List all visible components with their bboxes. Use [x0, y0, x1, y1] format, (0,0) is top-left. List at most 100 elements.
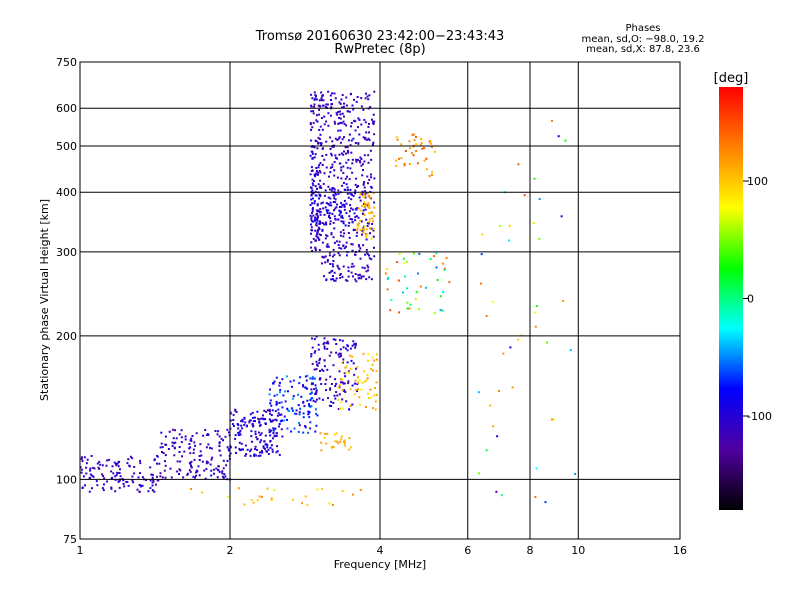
data-point: [517, 163, 520, 166]
data-point: [101, 464, 104, 467]
data-point: [326, 245, 329, 248]
data-point: [295, 412, 298, 415]
data-point: [363, 225, 366, 228]
data-point: [329, 147, 332, 150]
data-point: [339, 210, 342, 213]
data-point: [327, 397, 329, 400]
data-point: [164, 460, 166, 463]
data-point: [201, 491, 204, 494]
data-point: [323, 337, 326, 340]
data-point: [313, 202, 316, 205]
data-point: [415, 143, 418, 146]
data-point: [369, 232, 371, 235]
data-point: [248, 419, 251, 422]
data-point: [367, 154, 370, 157]
data-point: [317, 173, 319, 176]
data-point: [366, 192, 369, 195]
data-point: [321, 488, 323, 491]
data-point: [299, 376, 302, 379]
data-point: [91, 487, 93, 490]
data-point: [358, 222, 360, 225]
data-point: [270, 414, 273, 417]
data-point: [431, 170, 434, 173]
data-point: [298, 421, 300, 424]
data-point: [315, 335, 318, 338]
data-point: [274, 418, 277, 421]
data-point: [348, 178, 351, 181]
data-point: [317, 183, 320, 186]
data-point: [190, 466, 193, 469]
data-point: [359, 193, 362, 196]
data-point: [347, 371, 350, 374]
data-point: [290, 430, 293, 433]
data-point: [316, 214, 319, 217]
data-point: [365, 251, 368, 254]
data-point: [346, 192, 349, 195]
data-point: [315, 119, 318, 122]
data-point: [318, 238, 320, 241]
data-point: [292, 395, 295, 398]
data-point: [433, 312, 436, 315]
data-point: [258, 431, 260, 434]
data-point: [363, 267, 366, 270]
data-point: [272, 427, 275, 430]
data-point: [325, 103, 328, 106]
data-point: [363, 200, 366, 203]
data-point: [310, 405, 313, 408]
data-point: [354, 183, 357, 186]
data-point: [328, 271, 331, 274]
x-tick-label: 6: [464, 544, 471, 557]
data-point: [362, 228, 365, 231]
data-point: [275, 376, 278, 379]
data-point: [374, 400, 377, 403]
data-point: [323, 223, 326, 226]
data-point: [343, 188, 346, 191]
data-point: [324, 433, 327, 435]
data-point: [333, 215, 336, 218]
data-point: [203, 469, 206, 472]
data-point: [343, 136, 345, 139]
data-point: [357, 216, 360, 219]
data-point: [244, 454, 247, 457]
y-tick-label: 300: [56, 246, 77, 259]
data-point: [350, 198, 353, 201]
data-point: [350, 243, 353, 246]
data-point: [337, 398, 340, 401]
data-point: [316, 488, 319, 491]
data-point: [331, 503, 334, 506]
data-point: [347, 149, 349, 152]
data-point: [370, 185, 373, 188]
data-point: [344, 224, 347, 227]
data-point: [346, 361, 349, 364]
data-point: [340, 122, 343, 125]
data-point: [340, 381, 342, 384]
data-point: [335, 193, 338, 196]
data-point: [141, 476, 144, 479]
data-point: [302, 385, 305, 388]
data-point: [546, 341, 548, 344]
data-point: [219, 454, 222, 457]
data-point: [99, 463, 102, 466]
data-point: [344, 444, 346, 447]
data-point: [349, 354, 351, 357]
data-point: [213, 472, 215, 475]
data-point: [370, 227, 373, 230]
data-point: [355, 177, 358, 180]
data-point: [234, 437, 237, 440]
data-point: [315, 235, 318, 238]
data-point: [129, 455, 132, 458]
data-point: [250, 430, 253, 433]
data-point: [322, 256, 325, 259]
data-point: [92, 475, 95, 478]
data-point: [511, 386, 514, 389]
data-point: [340, 152, 343, 155]
data-point: [330, 405, 333, 407]
data-point: [174, 441, 177, 444]
data-point: [485, 315, 488, 318]
data-point: [418, 308, 421, 311]
data-point: [307, 410, 310, 413]
data-point: [320, 441, 323, 444]
data-point: [411, 151, 413, 154]
data-point: [325, 140, 328, 143]
data-point: [117, 465, 120, 468]
